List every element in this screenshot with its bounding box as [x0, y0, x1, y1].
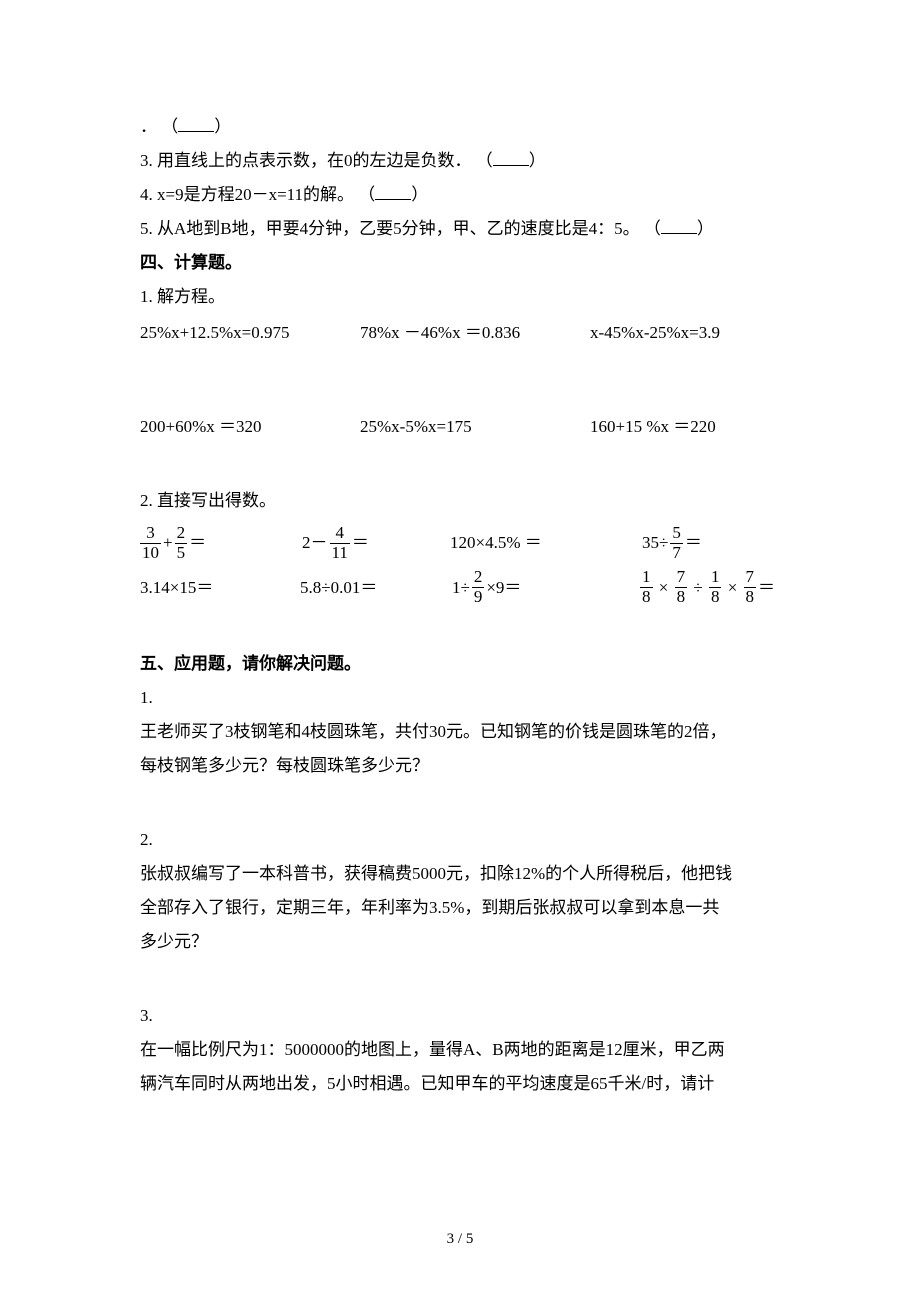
spacer [140, 444, 780, 484]
eq: 25%x+12.5%x=0.975 [140, 316, 360, 350]
calc-cell: 3.14×15＝ [140, 571, 300, 605]
paren-close: ） [411, 185, 428, 204]
op: × [653, 578, 675, 597]
eq: ＝ [683, 533, 704, 552]
p3-num: 3. [140, 999, 780, 1033]
lead: 2－ [300, 533, 330, 552]
p1-l1: 王老师买了3枝钢笔和4枝圆珠笔，共付30元。已知钢笔的价钱是圆珠笔的2倍， [140, 715, 780, 749]
blank [375, 182, 411, 200]
blank [661, 216, 697, 234]
p2-l3: 多少元？ [140, 925, 780, 959]
paren-open: （ [161, 117, 178, 136]
paren-open: （ [476, 151, 493, 170]
q-text: 从A地到B地，甲要4分钟，乙要5分钟，甲、乙的速度比是4：5。 [157, 219, 640, 238]
page: ． （ ） 3. 用直线上的点表示数，在0的左边是负数． （ ） 4. x=9是方程… [0, 0, 920, 1302]
p2-l1: 张叔叔编写了一本科普书，获得稿费5000元，扣除12%的个人所得税后，他把钱 [140, 857, 780, 891]
eq: 160+15 %x ＝220 [590, 410, 810, 444]
q-cont: ． （ ） [140, 110, 780, 144]
spacer [140, 607, 780, 647]
q-text: 用直线上的点表示数，在0的左边是负数． [157, 151, 472, 170]
sec4-q1: 1. 解方程。 [140, 280, 780, 314]
sec4-q2: 2. 直接写出得数。 [140, 484, 780, 518]
op: × [721, 578, 743, 597]
op: ÷ [687, 578, 709, 597]
blank [493, 148, 529, 166]
calc-row-2: 3.14×15＝ 5.8÷0.01＝ 1÷29×9＝ 18 × 78 ÷ 18 … [140, 568, 780, 606]
q5: 5. 从A地到B地，甲要4分钟，乙要5分钟，甲、乙的速度比是4：5。 （ ） [140, 212, 780, 246]
eq-row-1: 25%x+12.5%x=0.975 78%x －46%x ＝0.836 x-45… [140, 316, 780, 350]
fraction: 18 [640, 568, 653, 606]
lead: 35÷ [640, 533, 670, 552]
fraction: 411 [330, 524, 350, 562]
q-text: x=9是方程20－x=11的解。 [157, 185, 354, 204]
calc-cell: 18 × 78 ÷ 18 × 78＝ [640, 568, 840, 606]
paren-close: ） [214, 117, 231, 136]
page-number: 3 / 5 [0, 1224, 920, 1254]
fraction: 29 [472, 568, 485, 606]
eq: 78%x －46%x ＝0.836 [360, 316, 590, 350]
p2-num: 2. [140, 823, 780, 857]
dot: ． [140, 117, 157, 136]
q3: 3. 用直线上的点表示数，在0的左边是负数． （ ） [140, 144, 780, 178]
calc-cell: 2－411＝ [300, 524, 450, 562]
op: + [161, 533, 175, 552]
p1-l2: 每枝钢笔多少元？每枝圆珠笔多少元？ [140, 749, 780, 783]
spacer [140, 783, 780, 823]
eq: ＝ [756, 578, 777, 597]
calc-row-1: 310+25＝ 2－411＝ 120×4.5% ＝ 35÷57＝ [140, 524, 780, 562]
fraction: 78 [744, 568, 757, 606]
tail: ×9＝ [484, 578, 523, 597]
eq: x-45%x-25%x=3.9 [590, 316, 810, 350]
p3-l2: 辆汽车同时从两地出发，5小时相遇。已知甲车的平均速度是65千米/时，请计 [140, 1067, 780, 1101]
calc-cell: 310+25＝ [140, 524, 300, 562]
calc-cell: 1÷29×9＝ [450, 568, 640, 606]
section-4-title: 四、计算题。 [140, 246, 780, 280]
blank [178, 114, 214, 132]
section-5-title: 五、应用题，请你解决问题。 [140, 647, 780, 681]
spacer [140, 959, 780, 999]
fraction: 78 [675, 568, 688, 606]
spacer [140, 350, 780, 408]
fraction: 57 [670, 524, 683, 562]
paren-close: ） [697, 219, 714, 238]
eq: ＝ [187, 533, 208, 552]
q-num: 5. [140, 219, 153, 238]
p1-num: 1. [140, 681, 780, 715]
calc-cell: 120×4.5% ＝ [450, 526, 640, 560]
calc-cell: 35÷57＝ [640, 524, 800, 562]
paren-open: （ [644, 219, 661, 238]
fraction: 18 [709, 568, 722, 606]
q4: 4. x=9是方程20－x=11的解。 （ ） [140, 178, 780, 212]
eq: ＝ [350, 533, 371, 552]
calc-cell: 5.8÷0.01＝ [300, 571, 450, 605]
fraction: 25 [175, 524, 188, 562]
p3-l1: 在一幅比例尺为1：5000000的地图上，量得A、B两地的距离是12厘米，甲乙两 [140, 1033, 780, 1067]
fraction: 310 [140, 524, 161, 562]
eq-row-2: 200+60%x ＝320 25%x-5%x=175 160+15 %x ＝22… [140, 410, 780, 444]
lead: 1÷ [450, 578, 472, 597]
p2-l2: 全部存入了银行，定期三年，年利率为3.5%，到期后张叔叔可以拿到本息一共 [140, 891, 780, 925]
q-num: 3. [140, 151, 153, 170]
eq: 200+60%x ＝320 [140, 410, 360, 444]
eq: 25%x-5%x=175 [360, 410, 590, 444]
paren-open: （ [358, 185, 375, 204]
paren-close: ） [529, 151, 546, 170]
q-num: 4. [140, 185, 153, 204]
